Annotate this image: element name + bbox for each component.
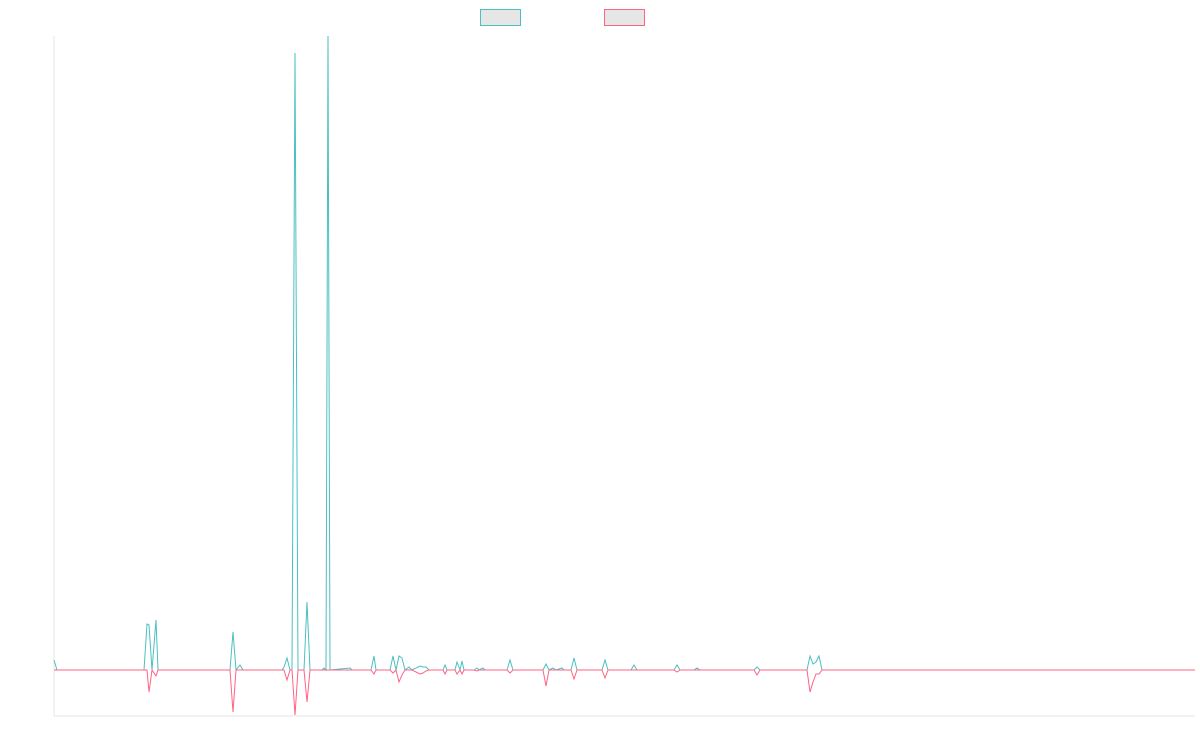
series-line: [53, 35, 1195, 672]
series-line: [54, 668, 1195, 716]
legend-swatch[interactable]: [604, 9, 645, 26]
legend-swatch[interactable]: [480, 9, 521, 26]
